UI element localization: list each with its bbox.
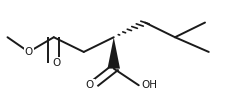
Text: O: O <box>52 58 60 68</box>
Polygon shape <box>108 37 120 69</box>
Text: O: O <box>24 47 33 57</box>
Text: OH: OH <box>141 80 157 90</box>
Text: O: O <box>86 80 94 90</box>
